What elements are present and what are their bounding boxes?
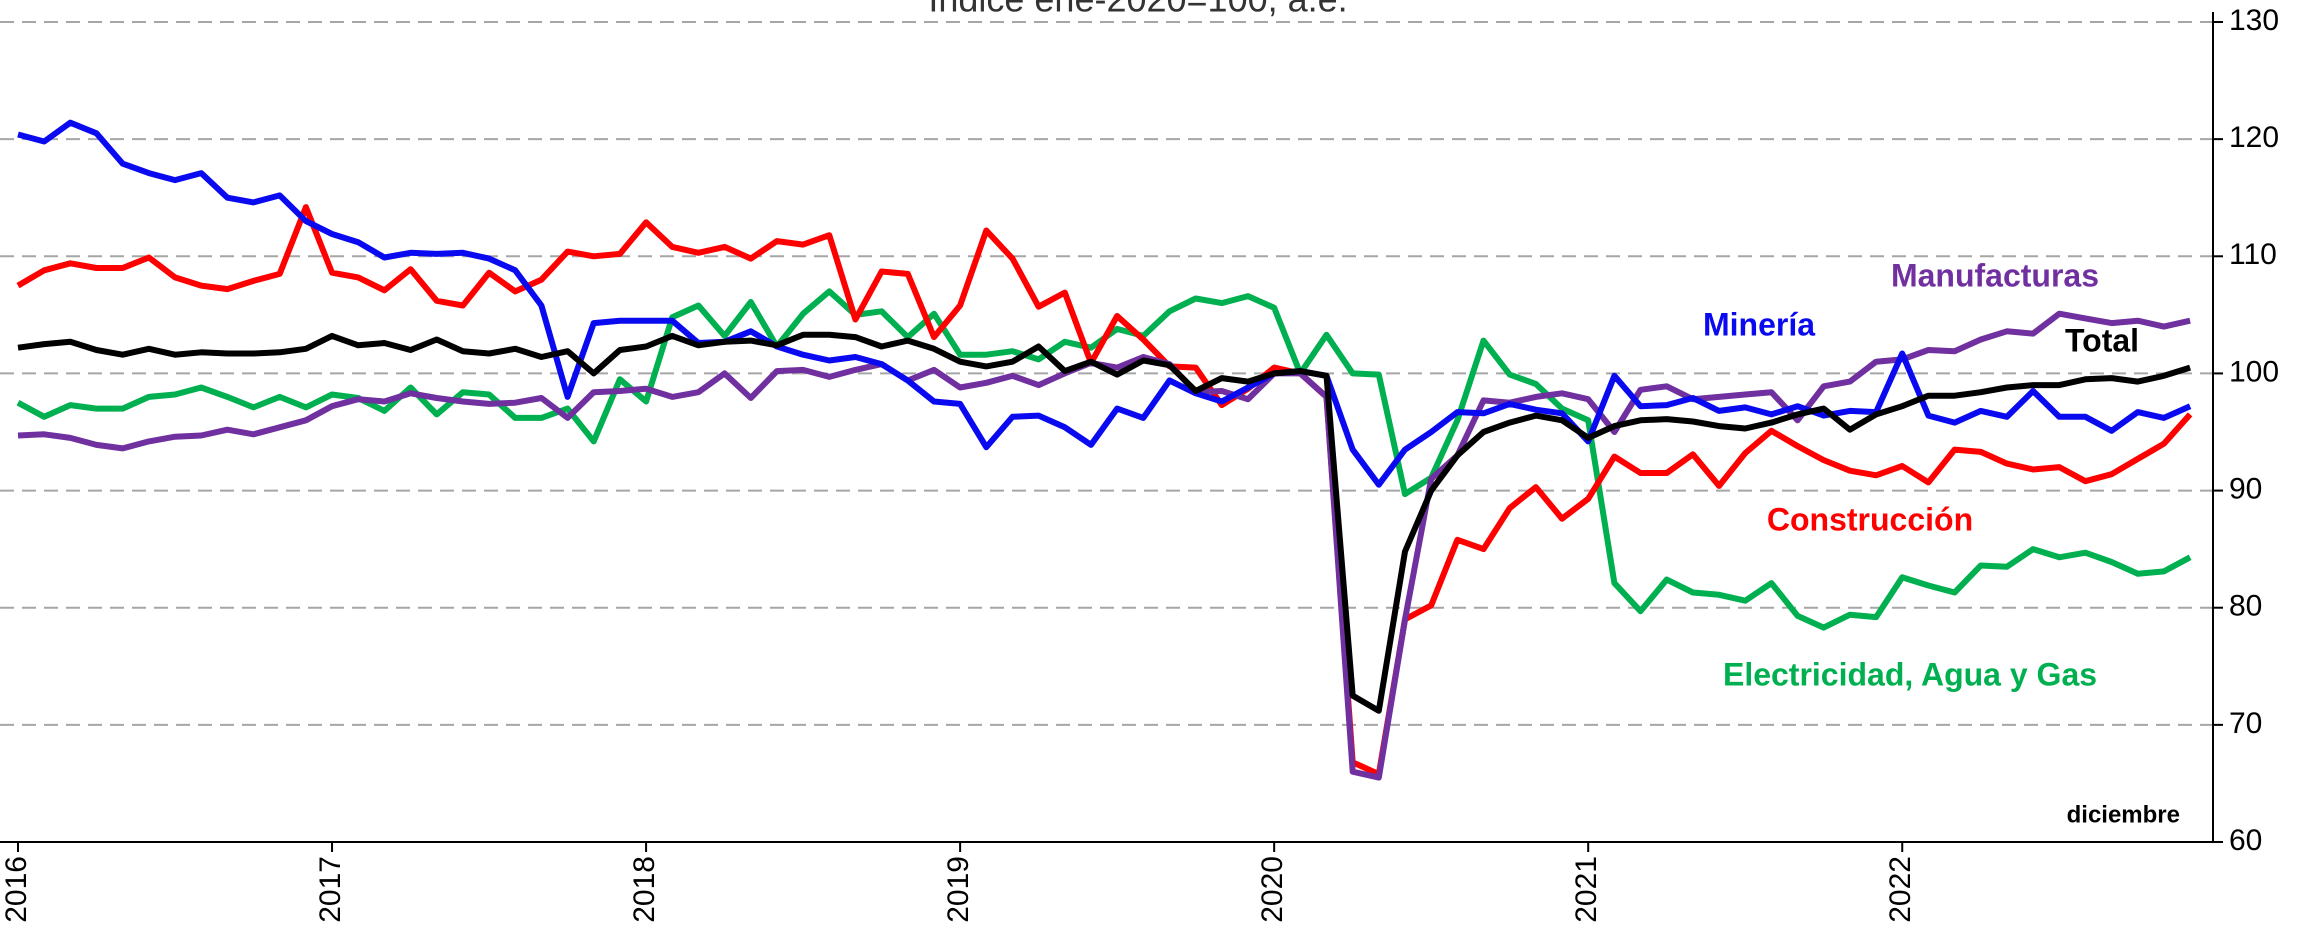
series-line [17,331,2191,714]
y-tick-label: 80 [2229,590,2262,623]
series-line [17,310,2191,781]
series-label: Manufacturas [1891,257,2099,293]
x-tick-label: 2017 [314,856,347,923]
annotation: diciembre [2067,801,2180,828]
series-label: Total [2065,322,2139,358]
y-tick-label: 60 [2229,824,2262,857]
y-tick-label: 120 [2229,121,2279,154]
series-label: Construcción [1767,501,1973,537]
x-tick-label: 2019 [942,856,975,923]
y-tick-label: 130 [2229,4,2279,37]
series-label: Electricidad, Agua y Gas [1723,656,2097,692]
y-tick-label: 100 [2229,355,2279,388]
y-tick-label: 70 [2229,707,2262,740]
series-line [16,204,2193,778]
x-tick-label: 2020 [1256,856,1289,923]
y-tick-label: 90 [2229,472,2262,505]
x-tick-label: 2016 [0,856,33,923]
x-tick-label: 2018 [628,856,661,923]
x-tick-label: 2021 [1570,856,1603,923]
series-label: Minería [1703,306,1815,342]
series-line [17,119,2192,488]
x-tick-label: 2022 [1884,856,1917,923]
y-tick-label: 110 [2229,238,2277,271]
chart-title: Índice ene-2020=100, a.e. [928,0,1347,20]
